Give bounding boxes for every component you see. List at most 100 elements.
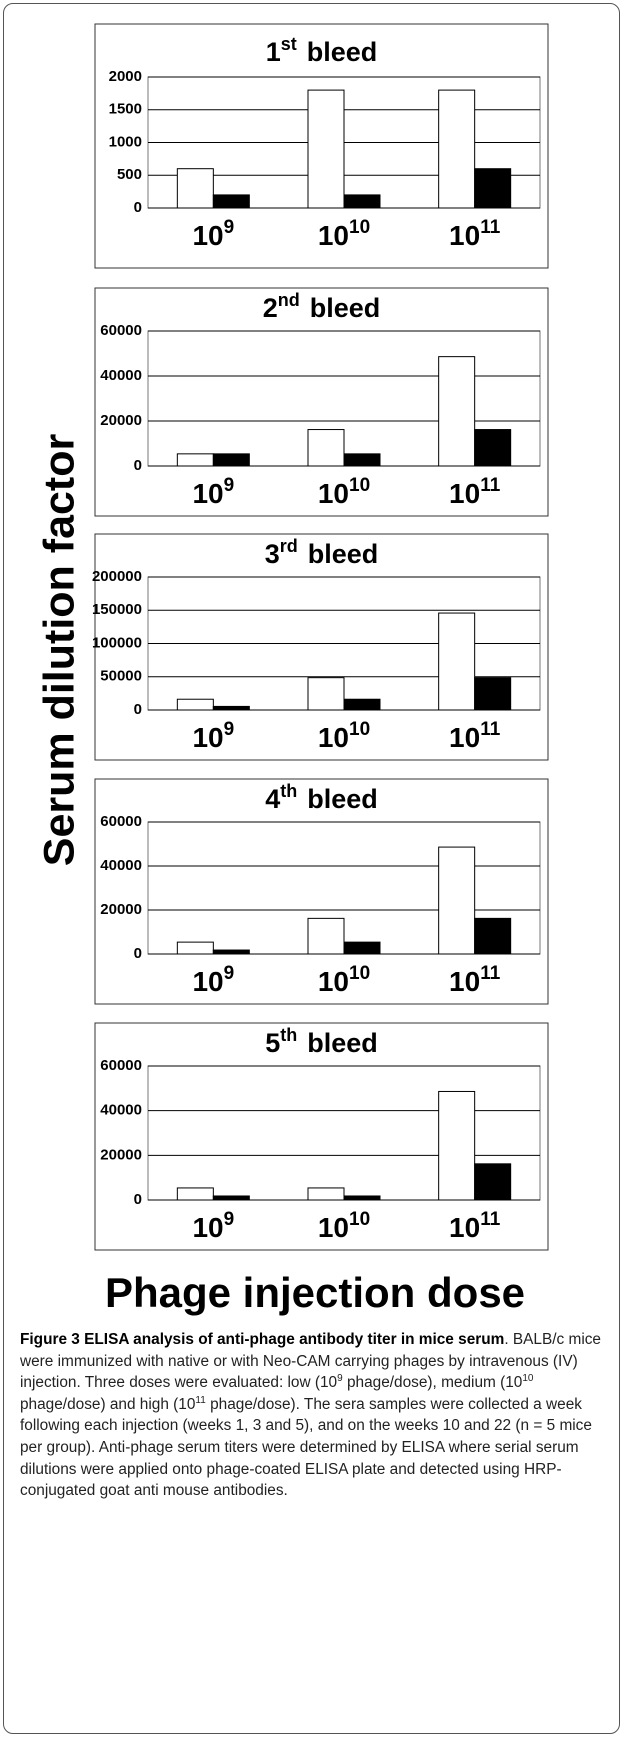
bar — [474, 677, 512, 711]
category-base: 10 — [449, 220, 480, 251]
bar — [212, 705, 250, 711]
category-base: 10 — [449, 1212, 480, 1243]
title-suffix: nd — [278, 290, 300, 310]
category-base: 10 — [449, 722, 480, 753]
title-number: 1 — [266, 37, 281, 67]
bar — [474, 917, 512, 955]
caption-superscript: 11 — [195, 1394, 206, 1406]
category-exponent: 11 — [480, 963, 501, 984]
panel-frame — [94, 1022, 549, 1251]
caption-text: . BALB/c mice were immunized with native… — [20, 1331, 601, 1392]
x-tick-label: 1010 — [318, 1209, 370, 1243]
y-tick-label: 60000 — [100, 1057, 142, 1074]
bar — [343, 1195, 381, 1201]
category-base: 10 — [318, 220, 349, 251]
category-exponent: 10 — [349, 1209, 370, 1230]
bar — [438, 356, 476, 467]
caption-text: phage/dose). The sera samples were colle… — [20, 1395, 592, 1500]
x-tick-label: 1010 — [318, 963, 370, 997]
caption-title: Figure 3 ELISA analysis of anti-phage an… — [20, 1331, 505, 1348]
bar — [438, 612, 476, 711]
panel-title: 4th bleed — [265, 781, 378, 814]
figure: Serum dilution factor Phage injection do… — [35, 23, 549, 1316]
panel-frame — [94, 287, 549, 517]
x-tick-label: 1011 — [449, 217, 501, 251]
y-tick-label: 60000 — [100, 322, 142, 339]
category-base: 10 — [449, 478, 480, 509]
x-tick-label: 1010 — [318, 217, 370, 251]
y-tick-label: 40000 — [100, 857, 142, 874]
category-base: 10 — [318, 722, 349, 753]
bar — [176, 168, 214, 209]
y-tick-label: 100000 — [92, 634, 142, 651]
title-text: bleed — [307, 37, 378, 67]
category-exponent: 9 — [224, 217, 235, 238]
bar — [176, 453, 214, 467]
y-tick-label: 40000 — [100, 1102, 142, 1119]
bar — [474, 168, 512, 209]
y-tick-label: 20000 — [100, 1146, 142, 1163]
category-exponent: 10 — [349, 475, 370, 496]
caption-superscript: 10 — [522, 1373, 534, 1385]
category-exponent: 9 — [224, 719, 235, 740]
y-tick-label: 2000 — [109, 68, 142, 85]
title-text: bleed — [307, 784, 378, 814]
title-number: 3 — [265, 539, 280, 569]
category-exponent: 11 — [480, 719, 501, 740]
title-suffix: st — [281, 34, 297, 54]
y-tick-label: 1000 — [109, 133, 142, 150]
category-base: 10 — [318, 966, 349, 997]
bar — [176, 941, 214, 955]
bar — [438, 89, 476, 209]
y-tick-label: 60000 — [100, 813, 142, 830]
x-tick-label: 1011 — [449, 719, 501, 753]
bar — [343, 453, 381, 467]
y-tick-label: 1500 — [109, 101, 142, 118]
y-tick-label: 0 — [134, 457, 142, 474]
bar — [343, 941, 381, 955]
caption-superscript: 9 — [337, 1373, 343, 1385]
bar — [212, 949, 250, 955]
category-exponent: 10 — [349, 217, 370, 238]
panel-title: 1st bleed — [266, 34, 378, 67]
bar — [307, 429, 345, 467]
x-tick-label: 109 — [192, 719, 234, 753]
bar — [307, 677, 345, 711]
category-exponent: 9 — [224, 475, 235, 496]
x-tick-label: 1011 — [449, 963, 501, 997]
x-tick-label: 109 — [192, 475, 234, 509]
y-tick-label: 0 — [134, 945, 142, 962]
category-base: 10 — [318, 478, 349, 509]
category-exponent: 9 — [224, 963, 235, 984]
y-tick-label: 200000 — [92, 568, 142, 585]
x-tick-label: 109 — [192, 1209, 234, 1243]
y-tick-label: 0 — [134, 199, 142, 216]
title-suffix: th — [280, 781, 297, 801]
bar — [176, 698, 214, 711]
bar — [307, 917, 345, 955]
panel-title: 2nd bleed — [263, 290, 381, 323]
y-tick-label: 0 — [134, 701, 142, 718]
category-base: 10 — [449, 966, 480, 997]
figure-frame — [3, 3, 620, 1734]
bar — [307, 1187, 345, 1201]
x-tick-label: 1010 — [318, 475, 370, 509]
category-exponent: 11 — [480, 217, 501, 238]
bar — [474, 1163, 512, 1201]
category-exponent: 10 — [349, 963, 370, 984]
category-base: 10 — [192, 1212, 223, 1243]
category-base: 10 — [318, 1212, 349, 1243]
title-text: bleed — [308, 539, 379, 569]
x-tick-label: 109 — [192, 963, 234, 997]
category-base: 10 — [192, 478, 223, 509]
y-tick-label: 150000 — [92, 601, 142, 618]
y-tick-label: 50000 — [100, 668, 142, 685]
x-tick-label: 1011 — [449, 1209, 501, 1243]
bar — [176, 1187, 214, 1201]
bar — [438, 1090, 476, 1201]
y-tick-label: 20000 — [100, 412, 142, 429]
caption-text: phage/dose), medium (10 — [342, 1374, 523, 1392]
title-suffix: th — [280, 1025, 297, 1045]
y-tick-label: 500 — [117, 166, 142, 183]
